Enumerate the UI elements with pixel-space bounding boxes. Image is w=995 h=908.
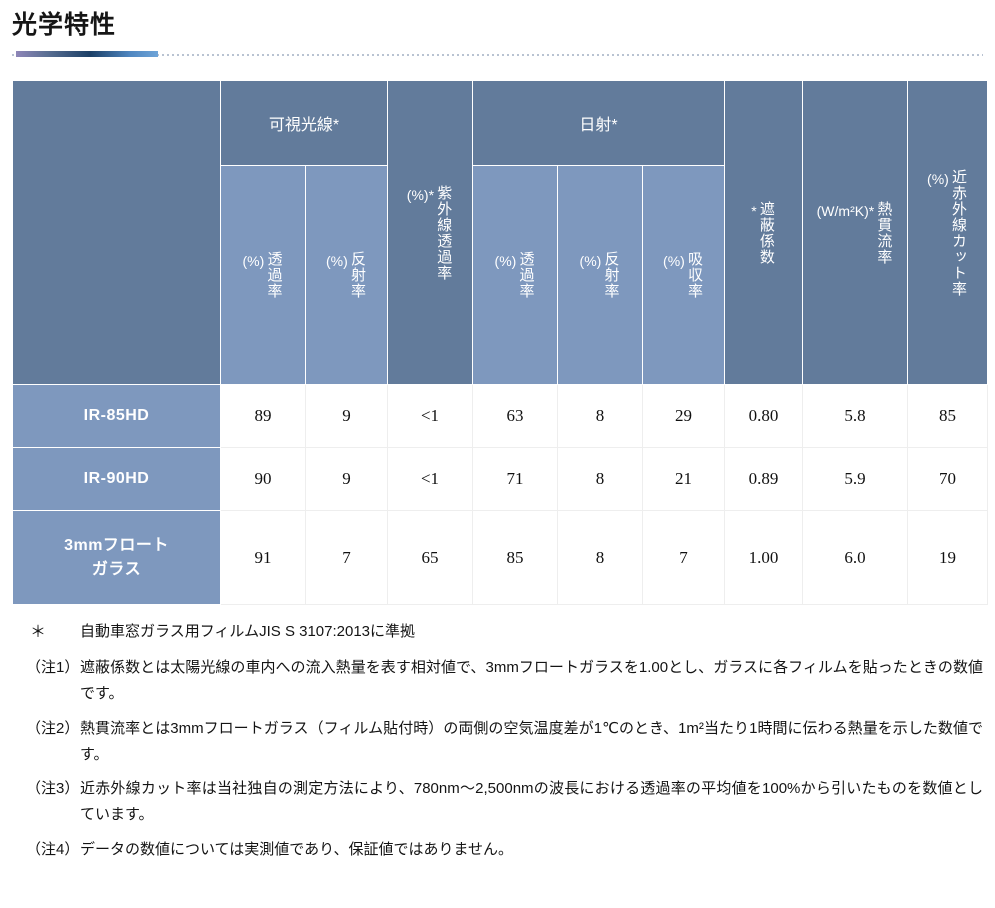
note-text: 近赤外線カット率は当社独自の測定方法により、780nm〜2,500nmの波長にお… — [80, 780, 983, 824]
cell-sol-trans: 63 — [472, 384, 559, 448]
header-group-visible-light: 可視光線* — [219, 80, 389, 166]
note-3: （注3） 近赤外線カット率は当社独自の測定方法により、780nm〜2,500nm… — [12, 776, 983, 829]
header-shading-coefficient-star: * — [751, 202, 757, 219]
page-title: 光学特性 — [12, 11, 117, 39]
header-nir-cut-rate: 近赤外線カット率 (%) — [907, 80, 989, 385]
cell-uv-trans: <1 — [387, 384, 474, 448]
cell-vl-refl: 7 — [304, 510, 389, 605]
header-visible-light-transmittance-label: 透過率 — [265, 251, 283, 299]
note-text: データの数値については実測値であり、保証値ではありません。 — [80, 840, 514, 858]
note-mark: （注2） — [26, 719, 80, 737]
cell-nir-cut: 19 — [907, 510, 989, 605]
cell-heat-flow: 5.9 — [802, 447, 909, 511]
header-nir-cut-rate-label: 近赤外線カット率 — [950, 168, 967, 297]
header-solar-absorptance: 吸収率 (%) — [642, 165, 726, 385]
cell-heat-flow: 5.8 — [802, 384, 909, 448]
cell-vl-refl: 9 — [304, 447, 389, 511]
table-row: IR-85HD 89 9 <1 63 8 29 0.80 5.8 85 — [12, 384, 989, 448]
note-2: （注2） 熱貫流率とは3mmフロートガラス（フィルム貼付時）の両側の空気温度差が… — [12, 716, 983, 769]
note-mark: ＊ — [30, 624, 47, 641]
header-visible-light-transmittance-unit: (%) — [242, 253, 265, 269]
cell-vl-refl: 9 — [304, 384, 389, 448]
cell-uv-trans: 65 — [387, 510, 474, 605]
header-heat-flow-rate: 熱貫流率 * (W/m²K) — [802, 80, 909, 385]
header-uv-transmittance-unit: (%) — [406, 186, 429, 203]
header-visible-light-reflectance-unit: (%) — [326, 253, 348, 269]
title-block: 光学特性 — [0, 0, 995, 40]
cell-vl-trans: 91 — [220, 510, 306, 605]
cell-sol-trans: 71 — [472, 447, 559, 511]
cell-vl-trans: 89 — [220, 384, 306, 448]
optical-properties-table: 可視光線* 紫外線透過率 * (%) 日射* — [12, 80, 989, 605]
header-shading-coefficient-label: 遮蔽係数 — [757, 200, 775, 265]
cell-shading: 0.89 — [724, 447, 804, 511]
header-visible-light-reflectance: 反射率 (%) — [304, 165, 389, 385]
header-solar-transmittance: 透過率 (%) — [472, 165, 559, 385]
note-mark: （注1） — [26, 659, 80, 676]
cell-sol-refl: 8 — [557, 384, 644, 448]
dotted-rule — [12, 54, 983, 56]
row-label-float-glass: 3mmフロート ガラス — [12, 510, 221, 605]
table-header-row-sub: 透過率 (%) 反射率 (%) — [13, 165, 988, 385]
cell-vl-trans: 90 — [220, 447, 306, 511]
header-heat-flow-rate-star: * — [868, 202, 875, 219]
header-group-visible-light-label: 可視光線* — [268, 117, 340, 134]
header-group-solar: 日射* — [472, 80, 726, 166]
table-row: 3mmフロート ガラス 91 7 65 85 8 7 1.00 6.0 19 — [12, 510, 989, 605]
header-corner-blank — [12, 80, 221, 385]
cell-nir-cut: 85 — [907, 384, 989, 448]
row-label-float-glass-line2: ガラス — [91, 560, 142, 578]
table-header-row-group: 可視光線* 紫外線透過率 * (%) 日射* — [12, 80, 989, 385]
header-shading-coefficient: 遮蔽係数 * — [724, 80, 804, 385]
header-visible-light-transmittance: 透過率 (%) — [220, 165, 306, 385]
note-mark: （注4） — [26, 840, 80, 858]
note-asterisk: ＊ 自動車窓ガラス用フィルムJIS S 3107:2013に準拠 — [12, 619, 983, 647]
gradient-accent-bar — [16, 51, 158, 57]
cell-sol-abs: 7 — [642, 510, 726, 605]
row-label-ir85hd: IR-85HD — [12, 384, 221, 448]
header-uv-transmittance-label: 紫外線透過率 — [435, 184, 453, 281]
note-1: （注1） 遮蔽係数とは太陽光線の車内への流入熱量を表す相対値で、3mmフロートガ… — [12, 655, 983, 708]
optical-table-container: 可視光線* 紫外線透過率 * (%) 日射* — [12, 80, 989, 605]
cell-sol-abs: 29 — [642, 384, 726, 448]
header-heat-flow-rate-unit: (W/m²K) — [816, 202, 869, 219]
notes-section: ＊ 自動車窓ガラス用フィルムJIS S 3107:2013に準拠 （注1） 遮蔽… — [12, 619, 983, 863]
note-text: 熱貫流率とは3mmフロートガラス（フィルム貼付時）の両側の空気温度差が1℃のとき… — [80, 719, 983, 763]
cell-sol-abs: 21 — [642, 447, 726, 511]
note-mark: （注3） — [26, 780, 80, 797]
cell-shading: 0.80 — [724, 384, 804, 448]
header-solar-reflectance: 反射率 (%) — [557, 165, 644, 385]
note-4: （注4） データの数値については実測値であり、保証値ではありません。 — [12, 837, 983, 863]
header-heat-flow-rate-label: 熱貫流率 — [875, 200, 893, 265]
header-solar-transmittance-label: 透過率 — [517, 251, 535, 299]
header-group-solar-label: 日射* — [579, 117, 618, 134]
cell-nir-cut: 70 — [907, 447, 989, 511]
row-label-float-glass-line1: 3mmフロート — [64, 537, 169, 555]
note-text: 遮蔽係数とは太陽光線の車内への流入熱量を表す相対値で、3mmフロートガラスを1.… — [80, 659, 983, 703]
cell-shading: 1.00 — [724, 510, 804, 605]
cell-sol-refl: 8 — [557, 447, 644, 511]
header-uv-transmittance-star: * — [428, 186, 435, 203]
note-text: 自動車窓ガラス用フィルムJIS S 3107:2013に準拠 — [80, 623, 416, 640]
header-solar-transmittance-unit: (%) — [494, 253, 517, 269]
header-visible-light-reflectance-label: 反射率 — [348, 251, 366, 299]
row-label-ir90hd: IR-90HD — [12, 447, 221, 511]
header-solar-reflectance-unit: (%) — [579, 253, 602, 269]
header-solar-absorptance-unit: (%) — [663, 253, 685, 269]
header-solar-reflectance-label: 反射率 — [602, 251, 620, 299]
header-uv-transmittance: 紫外線透過率 * (%) — [387, 80, 474, 385]
cell-heat-flow: 6.0 — [802, 510, 909, 605]
table-row: IR-90HD 90 9 <1 71 8 21 0.89 5.9 70 — [12, 447, 989, 511]
header-solar-absorptance-label: 吸収率 — [686, 251, 703, 299]
cell-uv-trans: <1 — [387, 447, 474, 511]
cell-sol-refl: 8 — [557, 510, 644, 605]
cell-sol-trans: 85 — [472, 510, 559, 605]
header-nir-cut-rate-unit: (%) — [927, 170, 949, 187]
title-underline-decoration — [12, 51, 983, 57]
